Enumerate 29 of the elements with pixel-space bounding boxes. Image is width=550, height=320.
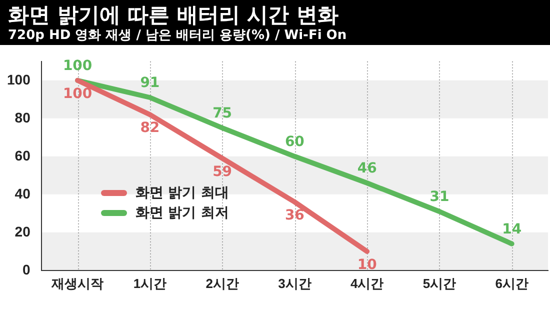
- data-label: 31: [430, 189, 450, 206]
- y-tick-label: 40: [14, 185, 31, 202]
- y-tick-label: 100: [7, 71, 31, 88]
- y-tick-label: 0: [22, 261, 31, 278]
- x-tick-label: 2시간: [206, 276, 239, 291]
- data-label: 46: [357, 160, 377, 177]
- x-tick-label: 3시간: [278, 276, 312, 291]
- y-tick-label: 20: [14, 223, 31, 240]
- data-label: 36: [284, 208, 304, 224]
- data-label: 14: [502, 221, 522, 238]
- x-tick-label: 재생시작: [50, 276, 104, 291]
- data-label: 75: [212, 106, 232, 122]
- legend-label: 화면 밝기 최저: [135, 204, 230, 222]
- legend-label: 화면 밝기 최대: [135, 184, 230, 202]
- x-tick-label: 4시간: [350, 276, 384, 291]
- x-tick-label: 5시간: [422, 276, 456, 291]
- data-label: 59: [212, 164, 232, 180]
- x-tick-label: 6시간: [495, 276, 528, 291]
- data-label: 91: [140, 75, 160, 92]
- data-label: 60: [284, 134, 305, 150]
- chart-title: 화면 밝기에 따른 배터리 시간 변화: [8, 2, 339, 29]
- y-tick-label: 60: [14, 147, 31, 164]
- chart-subtitle: 720p HD 영화 재생 / 남은 배터리 용량(%) / Wi-Fi On: [8, 27, 347, 44]
- data-label: 82: [140, 120, 160, 136]
- x-tick-label: 1시간: [133, 276, 167, 291]
- data-label: 100: [62, 86, 92, 102]
- data-label: 100: [62, 58, 92, 74]
- y-tick-label: 80: [14, 109, 31, 126]
- data-label: 10: [357, 257, 378, 274]
